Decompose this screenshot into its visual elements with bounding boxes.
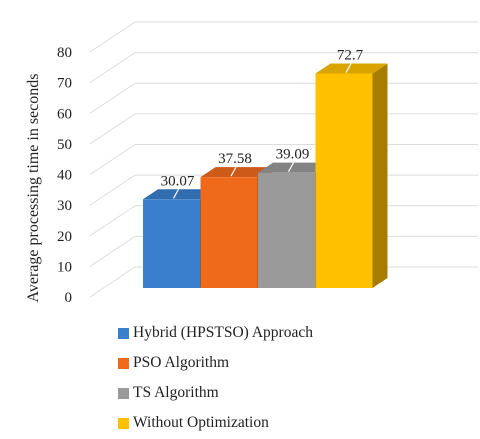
bar-front bbox=[258, 172, 315, 288]
gridline-slant bbox=[89, 113, 136, 145]
y-tick-label: 60 bbox=[57, 106, 72, 122]
gridline-slant bbox=[89, 82, 136, 114]
y-tick-label: 10 bbox=[57, 259, 72, 275]
legend-swatch-3 bbox=[118, 417, 129, 429]
y-tick-label: 30 bbox=[57, 198, 72, 214]
legend-label-1: PSO Algorithm bbox=[133, 354, 230, 371]
legend-label-3: Without Optimization bbox=[133, 414, 269, 431]
gridline-slant bbox=[89, 266, 136, 298]
y-axis-label: Average processing time in seconds bbox=[25, 74, 42, 303]
legend-item-2: TS Algorithm bbox=[118, 378, 313, 408]
legend: Hybrid (HPSTSO) Approach PSO Algorithm T… bbox=[118, 318, 313, 438]
bar-top bbox=[143, 189, 215, 200]
gridline-slant bbox=[89, 235, 136, 267]
data-label-1: 37.58 bbox=[218, 151, 252, 167]
y-tick-label: 50 bbox=[57, 137, 72, 153]
bar-front bbox=[315, 73, 373, 288]
gridline-slant bbox=[89, 21, 136, 53]
y-axis-ticks: 0 10 20 30 40 50 60 70 80 bbox=[57, 45, 72, 306]
bar-front bbox=[200, 177, 258, 288]
legend-label-2: TS Algorithm bbox=[133, 384, 219, 401]
legend-swatch-1 bbox=[118, 357, 129, 369]
bar-front bbox=[143, 199, 200, 288]
bar-top bbox=[200, 167, 273, 178]
gridline-slant bbox=[89, 174, 136, 206]
data-label-2: 39.09 bbox=[276, 147, 310, 163]
y-tick-label: 0 bbox=[65, 290, 73, 306]
gridline-slant bbox=[89, 52, 136, 84]
y-tick-label: 80 bbox=[57, 45, 72, 61]
y-tick-label: 40 bbox=[57, 168, 72, 184]
gridline-slant bbox=[89, 205, 136, 237]
bar-side bbox=[372, 63, 388, 288]
label-leader bbox=[345, 63, 352, 73]
gridline-slant bbox=[89, 144, 136, 175]
bar-top bbox=[258, 162, 330, 173]
legend-swatch-2 bbox=[118, 387, 129, 399]
label-leader bbox=[172, 189, 180, 199]
legend-item-0: Hybrid (HPSTSO) Approach bbox=[118, 318, 313, 348]
data-label-3: 72.7 bbox=[337, 48, 364, 64]
data-label-0: 30.07 bbox=[161, 173, 195, 189]
y-tick-label: 20 bbox=[57, 229, 72, 245]
bar-3 bbox=[315, 63, 388, 288]
legend-item-3: Without Optimization bbox=[118, 408, 313, 438]
label-leader bbox=[287, 162, 295, 172]
data-labels: 30.07 37.58 39.09 72.7 bbox=[161, 48, 364, 199]
y-tick-label: 70 bbox=[57, 76, 72, 92]
legend-item-1: PSO Algorithm bbox=[118, 348, 313, 378]
label-leader bbox=[230, 166, 237, 177]
bar-top bbox=[315, 63, 388, 74]
legend-swatch-0 bbox=[118, 327, 129, 339]
legend-label-0: Hybrid (HPSTSO) Approach bbox=[133, 324, 313, 341]
bars bbox=[143, 63, 388, 288]
